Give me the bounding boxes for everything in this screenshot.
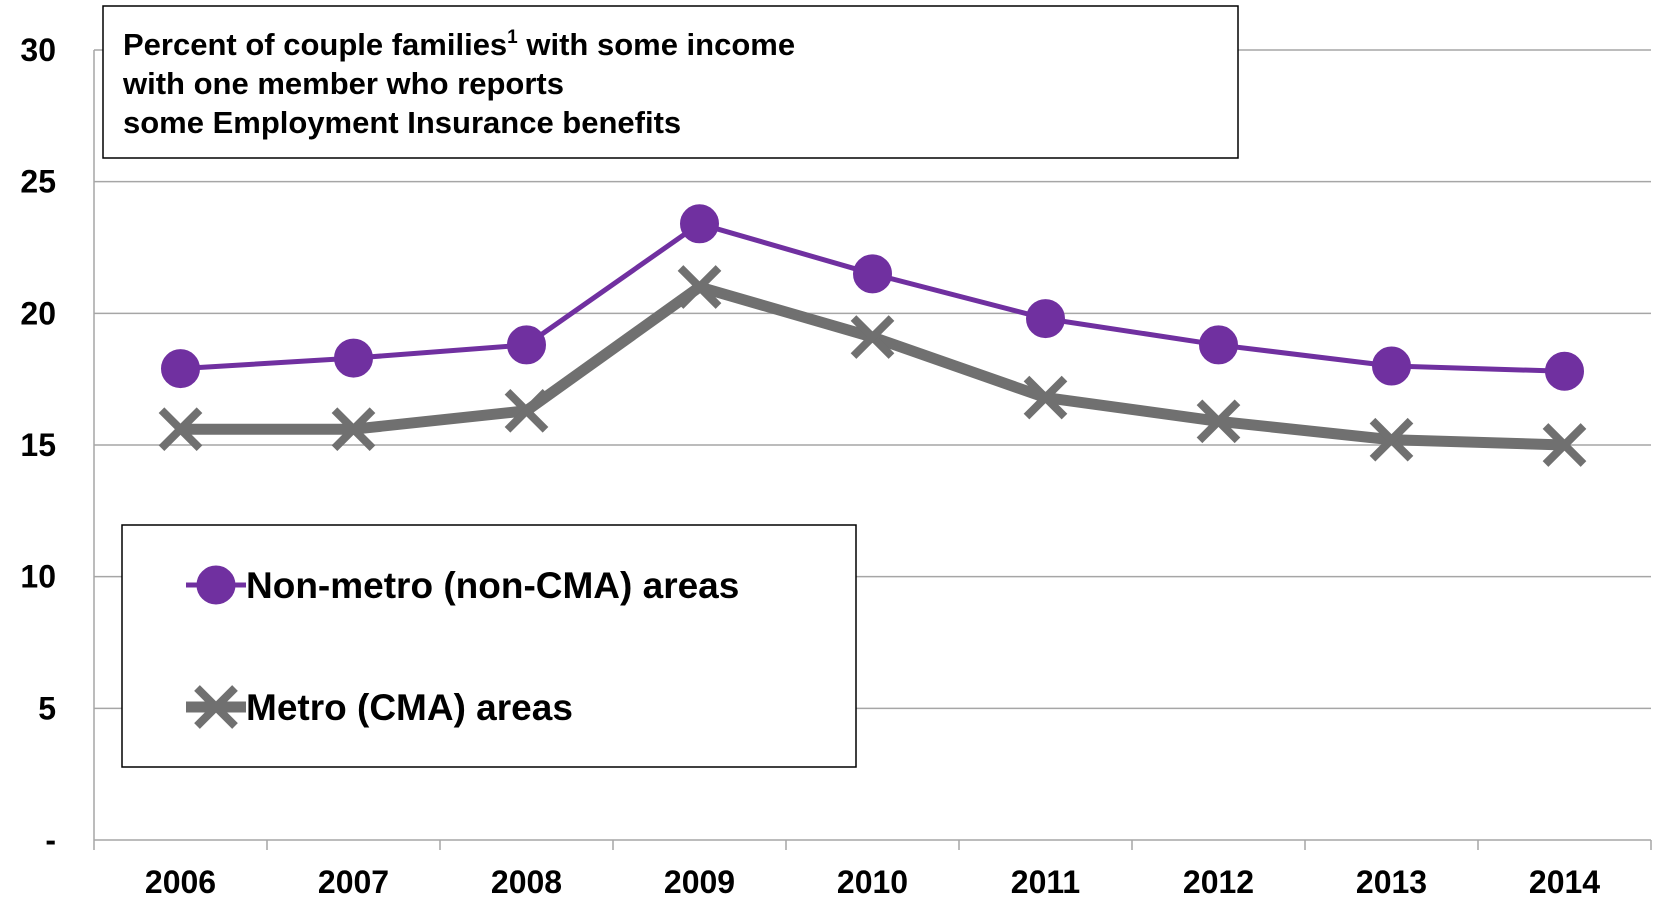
series-line-non-metro [180, 221, 1565, 374]
data-point-metro [331, 407, 376, 452]
marker-stroke [1369, 417, 1414, 462]
data-point-non-metro [1026, 299, 1065, 339]
y-tick-label: 15 [20, 427, 56, 463]
marker-stroke [158, 407, 203, 452]
legend-label-non-metro: Non-metro (non-CMA) areas [246, 565, 739, 606]
title-line-1-rest: with some income [518, 27, 795, 62]
x-tick-label: 2007 [318, 864, 389, 897]
y-tick-label: 25 [20, 164, 56, 200]
x-tick-label: 2012 [1183, 864, 1254, 897]
data-point-metro [158, 407, 203, 452]
data-point-metro [1196, 399, 1241, 444]
title-box: Percent of couple families1 with some in… [102, 5, 1239, 159]
x-tick-label: 2013 [1356, 864, 1427, 897]
y-tick-label: - [45, 822, 56, 858]
title-box-frame [102, 5, 1239, 159]
legend: Non-metro (non-CMA) areas Metro (CMA) ar… [121, 524, 857, 768]
x-tick-label: 2010 [837, 864, 908, 897]
legend-swatch-metro [186, 685, 246, 729]
data-point-non-metro [161, 349, 200, 389]
marker-stroke [1196, 399, 1241, 444]
x-tick-label: 2014 [1529, 864, 1600, 897]
title-line-3: some Employment Insurance benefits [123, 105, 681, 140]
x-tick-label: 2008 [491, 864, 562, 897]
data-point-non-metro [507, 325, 546, 365]
data-point-non-metro [1545, 351, 1584, 391]
data-point-non-metro [1372, 346, 1411, 386]
x-tick-label: 2009 [664, 864, 735, 897]
data-point-metro [677, 265, 722, 309]
data-point-non-metro [853, 254, 892, 294]
data-point-metro [850, 315, 895, 359]
legend-swatch-non-metro [186, 565, 246, 605]
marker-stroke [331, 407, 376, 452]
x-tick-label: 2006 [145, 864, 216, 897]
data-point-non-metro [1199, 325, 1238, 365]
y-tick-label: 20 [20, 295, 56, 331]
data-point-non-metro [334, 338, 373, 378]
series-layer [158, 204, 1587, 467]
data-point-metro [1369, 417, 1414, 462]
marker-stroke [850, 315, 895, 359]
marker-stroke [1023, 375, 1068, 420]
data-point-metro [1542, 423, 1587, 467]
marker-stroke [194, 685, 238, 729]
legend-label-metro: Metro (CMA) areas [246, 687, 573, 728]
marker-stroke [1542, 423, 1587, 467]
data-point-non-metro [680, 204, 719, 244]
legend-frame [121, 524, 857, 768]
data-point-metro [504, 388, 549, 433]
x-tick-label: 2011 [1011, 864, 1080, 897]
axes: - 5 10 15 20 25 30 2006 2007 2008 2009 2010 2011 2012… [20, 32, 1652, 897]
y-tick-label: 5 [38, 690, 56, 726]
data-point-metro [1023, 375, 1068, 420]
legend-marker [194, 685, 238, 729]
title-footnote-marker: 1 [507, 27, 518, 48]
title-line-1: Percent of couple families1 with some in… [123, 27, 795, 62]
series-line-metro [180, 281, 1565, 451]
legend-marker [196, 565, 236, 605]
y-tick-label: 10 [20, 559, 56, 595]
title-line-2: with one member who reports [122, 66, 564, 101]
marker-stroke [504, 388, 549, 433]
marker-stroke [677, 265, 722, 309]
title-line-1-text: Percent of couple families [123, 27, 507, 62]
y-tick-label: 30 [20, 32, 56, 68]
